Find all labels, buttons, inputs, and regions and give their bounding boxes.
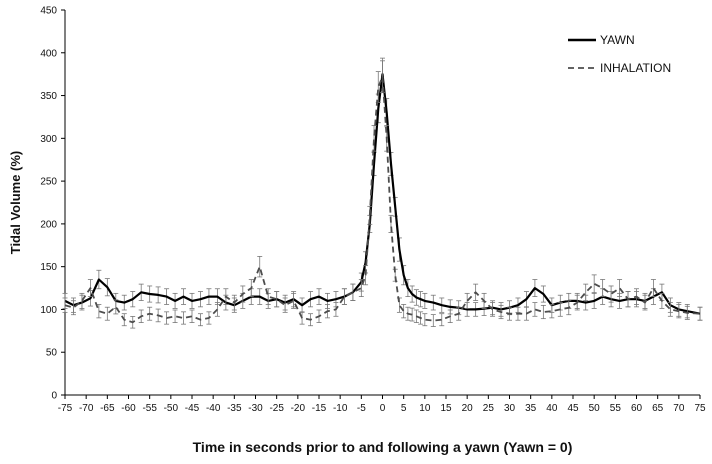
x-axis-title: Time in seconds prior to and following a… [193, 439, 573, 455]
y-axis-ticks: 0 50 100 150 200 250 300 350 400 450 [40, 6, 65, 402]
x-tick-label: 70 [673, 403, 685, 414]
y-tick-label: 300 [40, 134, 57, 145]
legend: YAWN INHALATION [568, 33, 671, 75]
series-inhalation [62, 60, 703, 329]
y-tick-label: 350 [40, 91, 57, 102]
x-tick-label: 60 [631, 403, 643, 414]
x-tick-label: 55 [610, 403, 622, 414]
x-tick-label: -70 [79, 403, 94, 414]
x-tick-label: 50 [589, 403, 601, 414]
x-tick-label: -60 [121, 403, 136, 414]
y-tick-label: 150 [40, 262, 57, 273]
x-tick-label: -15 [312, 403, 327, 414]
x-tick-label: 45 [567, 403, 579, 414]
y-tick-label: 0 [51, 391, 57, 402]
series-line-yawn [64, 73, 701, 315]
series-line-inhalation [64, 75, 701, 324]
x-tick-label: 75 [694, 403, 706, 414]
x-axis-ticks: -75 -70 -65 -60 -55 -50 -45 -40 -35 -30 -25 -20 -15-… [58, 395, 706, 414]
x-tick-label: 65 [652, 403, 664, 414]
data-series [62, 57, 703, 329]
legend-label-inhalation: INHALATION [600, 61, 671, 75]
x-tick-label: 25 [483, 403, 495, 414]
x-tick-label: 5 [401, 403, 407, 414]
x-tick-label: -30 [248, 403, 263, 414]
x-tick-label: 40 [546, 403, 558, 414]
y-axis-title: Tidal Volume (%) [8, 151, 23, 255]
x-tick-label: -40 [206, 403, 221, 414]
y-tick-label: 450 [40, 6, 57, 17]
legend-label-yawn: YAWN [600, 33, 635, 47]
x-tick-label: 10 [419, 403, 431, 414]
x-tick-label: -50 [164, 403, 179, 414]
y-tick-label: 250 [40, 177, 57, 188]
y-tick-label: 200 [40, 219, 57, 230]
y-tick-label: 100 [40, 305, 57, 316]
x-tick-label: 0 [380, 403, 386, 414]
x-tick-label: 20 [462, 403, 474, 414]
x-tick-label: -20 [291, 403, 306, 414]
x-tick-label: -35 [227, 403, 242, 414]
x-tick-label: 30 [504, 403, 516, 414]
x-tick-label: -45 [185, 403, 200, 414]
y-tick-label: 400 [40, 48, 57, 59]
x-tick-label: -55 [142, 403, 157, 414]
x-tick-label: -75 [58, 403, 73, 414]
series-yawn [62, 57, 703, 321]
x-tick-label: 15 [440, 403, 452, 414]
y-tick-label: 50 [46, 348, 58, 359]
x-tick-label: -5 [357, 403, 366, 414]
x-tick-label: -65 [100, 403, 115, 414]
x-tick-label: -25 [269, 403, 284, 414]
x-tick-label: -10 [333, 403, 348, 414]
x-tick-label: 35 [525, 403, 537, 414]
